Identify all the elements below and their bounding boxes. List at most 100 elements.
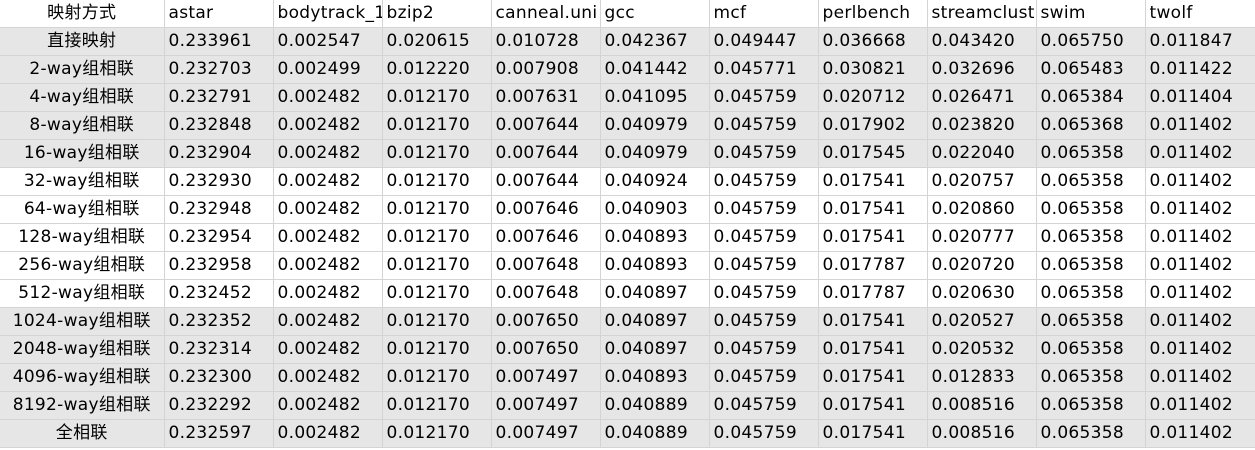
value-cell[interactable]: 0.011402 xyxy=(1145,307,1255,336)
value-cell[interactable]: 0.020860 xyxy=(927,195,1037,224)
value-cell[interactable]: 0.020777 xyxy=(927,223,1037,252)
value-cell[interactable]: 0.012170 xyxy=(382,139,492,168)
value-cell[interactable]: 0.012170 xyxy=(382,83,492,112)
value-cell[interactable]: 0.011422 xyxy=(1145,55,1255,84)
value-cell[interactable]: 0.007908 xyxy=(491,55,601,84)
value-cell[interactable]: 0.040893 xyxy=(600,251,710,280)
value-cell[interactable]: 0.065358 xyxy=(1036,391,1146,420)
value-cell[interactable]: 0.007650 xyxy=(491,307,601,336)
column-header[interactable]: swim xyxy=(1036,0,1146,28)
value-cell[interactable]: 0.012220 xyxy=(382,55,492,84)
value-cell[interactable]: 0.011847 xyxy=(1145,27,1255,56)
value-cell[interactable]: 0.065358 xyxy=(1036,419,1146,448)
value-cell[interactable]: 0.007644 xyxy=(491,139,601,168)
value-cell[interactable]: 0.026471 xyxy=(927,83,1037,112)
value-cell[interactable]: 0.007497 xyxy=(491,419,601,448)
value-cell[interactable]: 0.011402 xyxy=(1145,251,1255,280)
value-cell[interactable]: 0.232452 xyxy=(164,279,274,308)
value-cell[interactable]: 0.065358 xyxy=(1036,223,1146,252)
value-cell[interactable]: 0.045759 xyxy=(709,391,819,420)
value-cell[interactable]: 0.012170 xyxy=(382,279,492,308)
value-cell[interactable]: 0.020712 xyxy=(818,83,928,112)
value-cell[interactable]: 0.002482 xyxy=(273,363,383,392)
value-cell[interactable]: 0.036668 xyxy=(818,27,928,56)
value-cell[interactable]: 0.040889 xyxy=(600,419,710,448)
value-cell[interactable]: 0.232703 xyxy=(164,55,274,84)
column-header[interactable]: mcf xyxy=(709,0,819,28)
value-cell[interactable]: 0.017787 xyxy=(818,251,928,280)
value-cell[interactable]: 0.002482 xyxy=(273,391,383,420)
value-cell[interactable]: 0.043420 xyxy=(927,27,1037,56)
value-cell[interactable]: 0.020757 xyxy=(927,167,1037,196)
value-cell[interactable]: 0.011402 xyxy=(1145,111,1255,140)
value-cell[interactable]: 0.007644 xyxy=(491,167,601,196)
value-cell[interactable]: 0.020527 xyxy=(927,307,1037,336)
value-cell[interactable]: 0.007497 xyxy=(491,363,601,392)
value-cell[interactable]: 0.065358 xyxy=(1036,195,1146,224)
value-cell[interactable]: 0.012170 xyxy=(382,391,492,420)
row-label-cell[interactable]: 8192-way组相联 xyxy=(0,391,165,420)
value-cell[interactable]: 0.012170 xyxy=(382,195,492,224)
value-cell[interactable]: 0.020720 xyxy=(927,251,1037,280)
row-label-cell[interactable]: 16-way组相联 xyxy=(0,139,165,168)
value-cell[interactable]: 0.002482 xyxy=(273,111,383,140)
value-cell[interactable]: 0.011402 xyxy=(1145,279,1255,308)
value-cell[interactable]: 0.232791 xyxy=(164,83,274,112)
value-cell[interactable]: 0.045759 xyxy=(709,139,819,168)
column-header[interactable]: bodytrack_1 xyxy=(273,0,383,28)
value-cell[interactable]: 0.011402 xyxy=(1145,419,1255,448)
value-cell[interactable]: 0.002482 xyxy=(273,167,383,196)
value-cell[interactable]: 0.233961 xyxy=(164,27,274,56)
value-cell[interactable]: 0.017545 xyxy=(818,139,928,168)
row-label-cell[interactable]: 2048-way组相联 xyxy=(0,335,165,364)
value-cell[interactable]: 0.065358 xyxy=(1036,363,1146,392)
row-label-cell[interactable]: 4096-way组相联 xyxy=(0,363,165,392)
value-cell[interactable]: 0.065358 xyxy=(1036,167,1146,196)
value-cell[interactable]: 0.008516 xyxy=(927,391,1037,420)
value-cell[interactable]: 0.040893 xyxy=(600,223,710,252)
value-cell[interactable]: 0.045759 xyxy=(709,307,819,336)
value-cell[interactable]: 0.017902 xyxy=(818,111,928,140)
value-cell[interactable]: 0.065358 xyxy=(1036,307,1146,336)
value-cell[interactable]: 0.065384 xyxy=(1036,83,1146,112)
row-label-cell[interactable]: 2-way组相联 xyxy=(0,55,165,84)
value-cell[interactable]: 0.012170 xyxy=(382,363,492,392)
value-cell[interactable]: 0.017541 xyxy=(818,419,928,448)
value-cell[interactable]: 0.045759 xyxy=(709,419,819,448)
value-cell[interactable]: 0.020615 xyxy=(382,27,492,56)
value-cell[interactable]: 0.011402 xyxy=(1145,167,1255,196)
value-cell[interactable]: 0.232958 xyxy=(164,251,274,280)
value-cell[interactable]: 0.017787 xyxy=(818,279,928,308)
value-cell[interactable]: 0.040889 xyxy=(600,391,710,420)
column-header[interactable]: gcc xyxy=(600,0,710,28)
value-cell[interactable]: 0.007646 xyxy=(491,223,601,252)
value-cell[interactable]: 0.232948 xyxy=(164,195,274,224)
row-label-cell[interactable]: 4-way组相联 xyxy=(0,83,165,112)
value-cell[interactable]: 0.065358 xyxy=(1036,139,1146,168)
value-cell[interactable]: 0.012170 xyxy=(382,335,492,364)
value-cell[interactable]: 0.011402 xyxy=(1145,195,1255,224)
row-label-cell[interactable]: 512-way组相联 xyxy=(0,279,165,308)
value-cell[interactable]: 0.012170 xyxy=(382,167,492,196)
value-cell[interactable]: 0.017541 xyxy=(818,223,928,252)
value-cell[interactable]: 0.065368 xyxy=(1036,111,1146,140)
row-label-cell[interactable]: 1024-way组相联 xyxy=(0,307,165,336)
row-label-cell[interactable]: 直接映射 xyxy=(0,27,165,56)
value-cell[interactable]: 0.017541 xyxy=(818,391,928,420)
value-cell[interactable]: 0.017541 xyxy=(818,307,928,336)
value-cell[interactable]: 0.011402 xyxy=(1145,391,1255,420)
value-cell[interactable]: 0.011402 xyxy=(1145,363,1255,392)
column-header[interactable]: canneal.uni xyxy=(491,0,601,28)
value-cell[interactable]: 0.065750 xyxy=(1036,27,1146,56)
value-cell[interactable]: 0.002482 xyxy=(273,195,383,224)
value-cell[interactable]: 0.232930 xyxy=(164,167,274,196)
value-cell[interactable]: 0.002482 xyxy=(273,251,383,280)
value-cell[interactable]: 0.008516 xyxy=(927,419,1037,448)
value-cell[interactable]: 0.232314 xyxy=(164,335,274,364)
value-cell[interactable]: 0.042367 xyxy=(600,27,710,56)
value-cell[interactable]: 0.045759 xyxy=(709,195,819,224)
value-cell[interactable]: 0.012170 xyxy=(382,307,492,336)
value-cell[interactable]: 0.010728 xyxy=(491,27,601,56)
value-cell[interactable]: 0.045759 xyxy=(709,279,819,308)
value-cell[interactable]: 0.032696 xyxy=(927,55,1037,84)
